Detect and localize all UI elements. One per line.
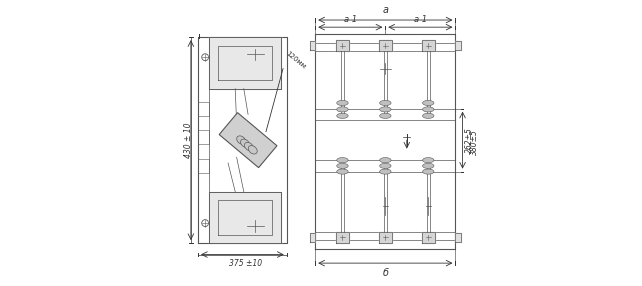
Polygon shape [379,40,392,51]
Ellipse shape [422,107,434,112]
Ellipse shape [337,169,348,174]
Polygon shape [455,41,461,50]
Ellipse shape [245,142,254,151]
Polygon shape [422,232,435,243]
Polygon shape [379,232,392,243]
Text: 262±5: 262±5 [465,127,474,153]
Polygon shape [309,233,315,242]
Text: 375 ±10: 375 ±10 [229,259,262,268]
Ellipse shape [337,107,348,112]
Ellipse shape [337,113,348,118]
Text: 430 ± 10: 430 ± 10 [184,122,193,158]
Ellipse shape [379,113,391,118]
Polygon shape [455,233,461,242]
Ellipse shape [422,163,434,168]
Polygon shape [219,113,277,168]
Ellipse shape [422,113,434,118]
Ellipse shape [241,139,250,148]
Ellipse shape [379,169,391,174]
Polygon shape [336,40,349,51]
Ellipse shape [337,100,348,106]
Text: 380±5: 380±5 [470,129,479,154]
Polygon shape [336,232,349,243]
Ellipse shape [379,158,391,163]
Text: a: a [383,5,388,15]
Ellipse shape [237,136,246,144]
Text: б: б [383,268,388,278]
Polygon shape [422,40,435,51]
Ellipse shape [422,169,434,174]
Ellipse shape [248,146,257,154]
Ellipse shape [422,100,434,106]
Ellipse shape [379,100,391,106]
Ellipse shape [379,107,391,112]
Text: 120мм: 120мм [284,50,307,70]
Polygon shape [209,37,281,89]
Ellipse shape [337,163,348,168]
Text: a 1: a 1 [343,15,357,24]
Ellipse shape [422,158,434,163]
Ellipse shape [379,163,391,168]
Text: a 1: a 1 [414,15,427,24]
Ellipse shape [337,158,348,163]
Polygon shape [209,192,281,243]
Polygon shape [309,41,315,50]
